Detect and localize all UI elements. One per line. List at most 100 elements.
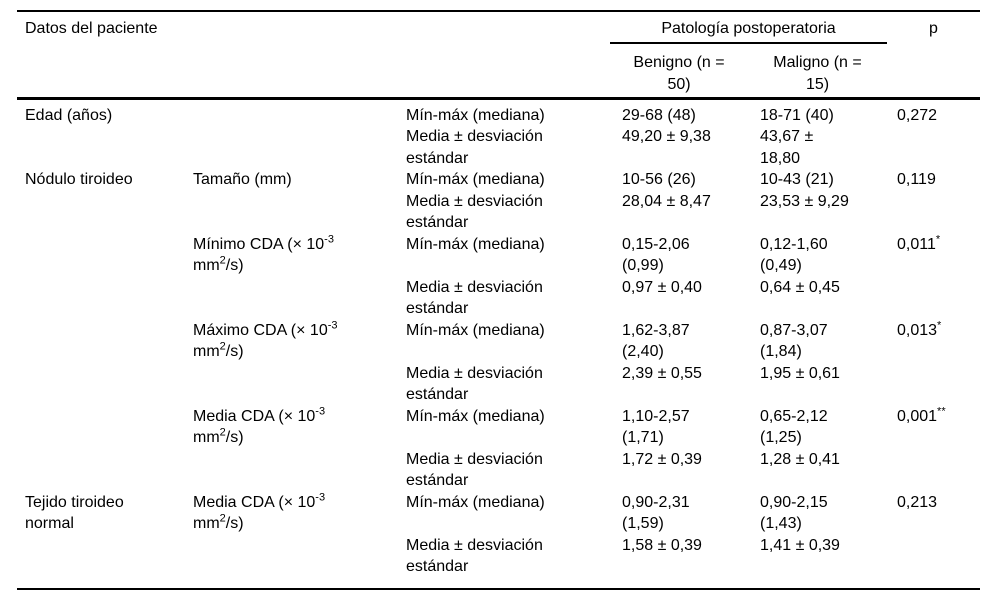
maligno-value: 0,64 ± 0,45 <box>760 278 840 296</box>
maligno-value: 1,28 ± 0,41 <box>760 450 840 468</box>
table-row: Media ± desviación estándar 1,72 ± 0,39 1,… <box>17 449 980 492</box>
measure-label: Media CDA (× 10-3 mm2/s) <box>185 406 398 449</box>
p-value <box>887 277 980 320</box>
statistic-label: Mín-máx (mediana) <box>406 235 545 253</box>
measure-label <box>185 126 398 169</box>
measure-label-text: /s) <box>225 429 244 446</box>
patient-data-table: Datos del paciente Patología postoperato… <box>17 10 980 590</box>
p-value <box>887 191 980 234</box>
maligno-value: 0,65-2,12 (1,25) <box>760 407 828 447</box>
group-label <box>17 191 185 234</box>
measure-label <box>185 363 398 406</box>
table-row: Media ± desviación estándar 28,04 ± 8,47 2… <box>17 191 980 234</box>
benigno-value: 0,15-2,06 (0,99) <box>622 235 690 275</box>
significance-marker: * <box>937 319 942 332</box>
measure-label: Mínimo CDA (× 10-3 mm2/s) <box>185 234 398 277</box>
p-value <box>887 126 980 169</box>
benigno-value: 49,20 ± 9,38 <box>622 128 711 145</box>
p-value <box>887 449 980 492</box>
header-p: p <box>929 20 938 37</box>
statistic-label: Mín-máx (mediana) <box>406 407 545 425</box>
measure-label <box>185 191 398 234</box>
exponent-superscript: -3 <box>324 233 334 246</box>
table-body: Edad (años) Mín-máx (mediana) 29-68 (48) 18… <box>17 98 980 589</box>
benigno-value: 28,04 ± 8,47 <box>622 192 711 210</box>
group-label: Edad (años) <box>25 106 113 124</box>
p-value: 0,272 <box>887 98 980 126</box>
statistic-label: Mín-máx (mediana) <box>406 106 545 124</box>
table-row: Media CDA (× 10-3 mm2/s) Mín-máx (mediana… <box>17 406 980 449</box>
group-label <box>17 277 185 320</box>
statistic-label: Media ± desviación estándar <box>406 192 543 232</box>
p-value: 0,213 <box>887 492 980 535</box>
measure-label-text: /s) <box>225 515 244 532</box>
maligno-value: 0,90-2,15 (1,43) <box>760 493 828 533</box>
p-value-text: 0,011 <box>897 235 936 253</box>
benigno-value: 29-68 (48) <box>622 106 696 124</box>
group-label <box>17 126 185 169</box>
statistic-label: Mín-máx (mediana) <box>406 171 545 188</box>
p-value-text: 0,119 <box>897 171 936 188</box>
measure-label-text: /s) <box>225 343 244 360</box>
header-maligno: Maligno (n = 15) <box>748 43 887 100</box>
maligno-value: 43,67 ± 18,80 <box>760 128 814 167</box>
benigno-value: 1,58 ± 0,39 <box>622 536 702 554</box>
table-row: Tejido tiroideo normal Media CDA (× 10-3 … <box>17 492 980 535</box>
measure-label-text: mm <box>193 429 220 446</box>
measure-label-text: Media CDA (× 10 <box>193 493 316 511</box>
group-label <box>17 449 185 492</box>
exponent-superscript: -3 <box>327 319 338 332</box>
benigno-value: 0,97 ± 0,40 <box>622 278 702 296</box>
p-value: 0,119 <box>887 169 980 191</box>
table-row: Mínimo CDA (× 10-3 mm2/s) Mín-máx (median… <box>17 234 980 277</box>
table-header: Datos del paciente Patología postoperato… <box>17 11 980 100</box>
maligno-value: 0,12-1,60 (0,49) <box>760 235 828 275</box>
p-value-text: 0,272 <box>897 106 938 124</box>
benigno-value: 1,62-3,87 (2,40) <box>622 321 690 361</box>
statistic-label: Mín-máx (mediana) <box>406 321 545 339</box>
table-row: Media ± desviación estándar 0,97 ± 0,40 0,… <box>17 277 980 320</box>
statistic-label: Mín-máx (mediana) <box>406 493 545 511</box>
benigno-value: 1,72 ± 0,39 <box>622 450 702 468</box>
p-value-text: 0,013 <box>897 321 938 339</box>
table-row: Edad (años) Mín-máx (mediana) 29-68 (48) 18… <box>17 98 980 126</box>
p-value: 0,013* <box>887 320 980 363</box>
measure-label <box>185 277 398 320</box>
measure-label-text: mm <box>193 515 220 532</box>
p-value: 0,011* <box>887 234 980 277</box>
statistic-label: Media ± desviación estándar <box>406 450 543 490</box>
statistic-label: Media ± desviación estándar <box>406 364 543 404</box>
header-spacer <box>17 43 610 100</box>
significance-marker: ** <box>937 405 946 418</box>
header-patologia-postoperatoria: Patología postoperatoria <box>610 11 887 44</box>
measure-label-text: mm <box>193 343 220 360</box>
group-label <box>17 234 185 277</box>
benigno-value: 10-56 (26) <box>622 171 696 188</box>
p-value <box>887 535 980 589</box>
measure-label-text: /s) <box>225 257 244 274</box>
benigno-value: 1,10-2,57 (1,71) <box>622 407 690 447</box>
maligno-value: 18-71 (40) <box>760 106 834 124</box>
maligno-value: 23,53 ± 9,29 <box>760 192 849 210</box>
measure-label-text: mm <box>193 257 220 274</box>
group-label <box>17 320 185 363</box>
group-label <box>17 406 185 449</box>
header-benigno: Benigno (n = 50) <box>610 43 748 100</box>
table-row: Media ± desviación estándar 2,39 ± 0,55 1,… <box>17 363 980 406</box>
maligno-value: 0,87-3,07 (1,84) <box>760 321 828 361</box>
statistic-label: Media ± desviación estándar <box>406 278 543 318</box>
group-label: Nódulo tiroideo <box>25 171 133 188</box>
table-row: Media ± desviación estándar 1,58 ± 0,39 1,… <box>17 535 980 589</box>
header-spacer <box>887 43 980 100</box>
benigno-value: 0,90-2,31 (1,59) <box>622 493 690 533</box>
measure-label-text: Mínimo CDA (× 10 <box>193 235 325 253</box>
group-label <box>17 535 185 589</box>
p-value: 0,001** <box>887 406 980 449</box>
header-datos-del-paciente: Datos del paciente <box>25 20 158 37</box>
measure-label <box>185 98 398 126</box>
exponent-superscript: -3 <box>315 491 326 504</box>
group-label: Tejido tiroideo normal <box>25 493 124 533</box>
measure-label-text: Máximo CDA (× 10 <box>193 321 328 339</box>
table-row: Nódulo tiroideo Tamaño (mm) Mín-máx (media… <box>17 169 980 191</box>
p-value-text: 0,001 <box>897 407 938 425</box>
